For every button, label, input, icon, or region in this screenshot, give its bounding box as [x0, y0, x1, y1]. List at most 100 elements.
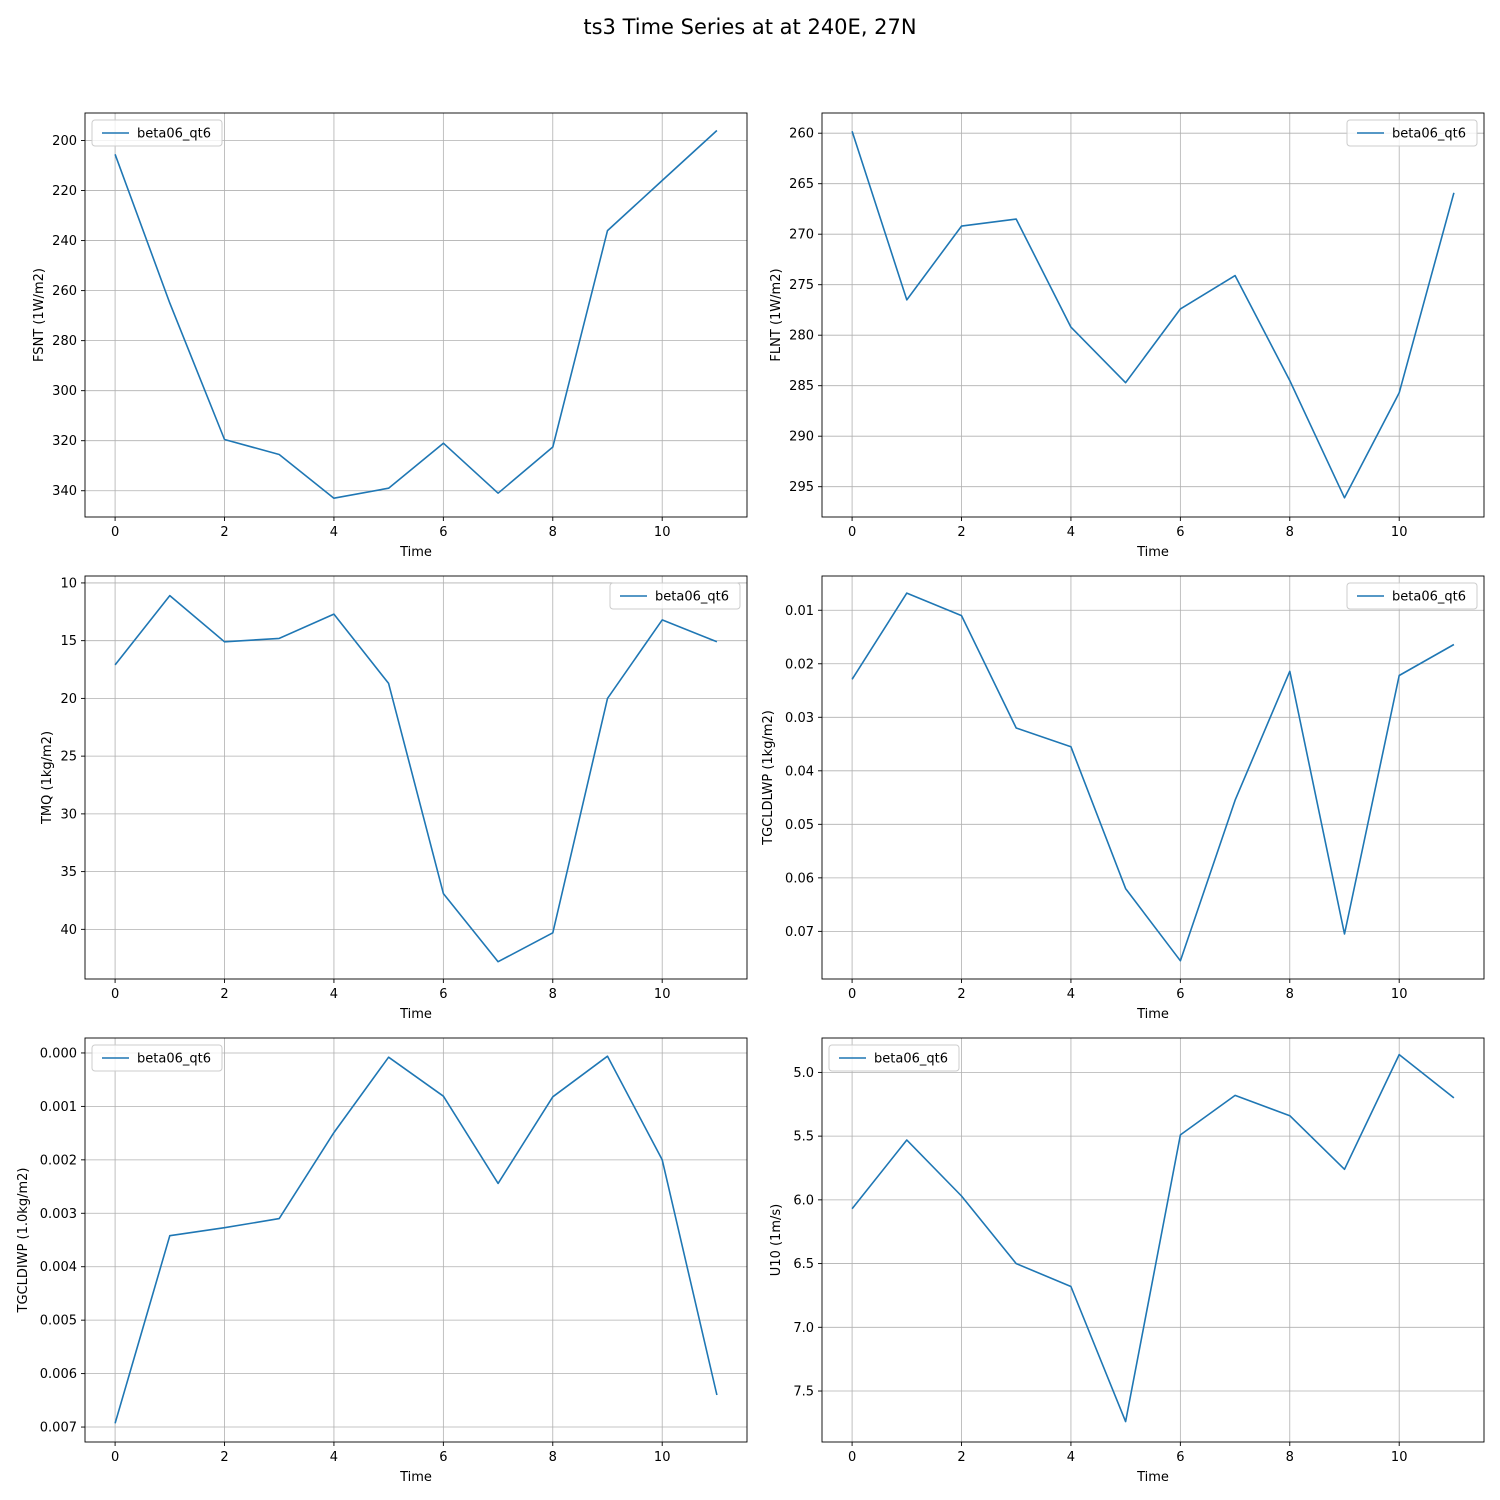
- subplot-4: 0 2 4 6 8 10 0.01 0.02 0.03 0.04 0.05 0.06 0.07 Time T…: [761, 575, 1485, 1022]
- x-tick-label: 10: [654, 987, 671, 1002]
- y-tick-label: 240: [52, 234, 77, 249]
- x-tick-label: 6: [1176, 525, 1184, 540]
- x-axis-label: Time: [1136, 545, 1169, 560]
- legend-box: [91, 1044, 223, 1072]
- series-line: [114, 1055, 718, 1424]
- y-tick-label: 20: [60, 692, 77, 707]
- legend-label: beta06_qt6: [1392, 590, 1466, 605]
- y-tick-label: 25: [60, 750, 77, 765]
- y-tick-label: 260: [789, 127, 814, 142]
- y-axis-label: TMQ (1kg/m2): [40, 731, 55, 825]
- legend: beta06_qt6: [609, 582, 741, 610]
- subplot-2: 0 2 4 6 8 10 260 265 270 275 280 285 290 295 Time FLNT …: [769, 112, 1485, 560]
- y-tick-label: 10: [60, 576, 77, 591]
- legend-label: beta06_qt6: [874, 1052, 948, 1067]
- x-tick-label: 10: [654, 525, 671, 540]
- x-tick-label: 8: [549, 1450, 557, 1465]
- y-tick-label: 280: [52, 334, 77, 349]
- legend-label: beta06_qt6: [655, 590, 729, 605]
- y-tick-label: 30: [60, 807, 77, 822]
- y-tick-label: 295: [789, 480, 814, 495]
- y-tick-label: 220: [52, 184, 77, 199]
- x-tick-label: 8: [549, 525, 557, 540]
- y-tick-label: 340: [52, 484, 77, 499]
- x-tick-label: 2: [220, 525, 228, 540]
- x-axis-label: Time: [399, 545, 432, 560]
- axes-frame: [821, 1037, 1485, 1443]
- legend: beta06_qt6: [828, 1044, 960, 1072]
- legend-box: [1346, 119, 1478, 147]
- y-tick-label: 0.003: [40, 1207, 77, 1222]
- x-tick-label: 0: [111, 1450, 119, 1465]
- subplot-1: 0 2 4 6 8 10 200 220 240 260 280 300 320 340 Time FSNT …: [32, 112, 748, 560]
- x-tick-label: 8: [549, 987, 557, 1002]
- y-tick-label: 0.06: [785, 871, 814, 886]
- x-tick-label: 4: [1067, 1450, 1075, 1465]
- y-tick-label: 0.02: [785, 657, 814, 672]
- x-tick-label: 6: [439, 525, 447, 540]
- x-tick-label: 4: [330, 987, 338, 1002]
- x-tick-label: 6: [439, 987, 447, 1002]
- x-tick-label: 10: [1391, 1450, 1408, 1465]
- y-tick-label: 0.001: [40, 1100, 77, 1115]
- legend-box: [609, 582, 741, 610]
- x-tick-label: 6: [1176, 987, 1184, 1002]
- y-tick-label: 0.006: [40, 1367, 77, 1382]
- x-axis-label: Time: [1136, 1007, 1169, 1022]
- y-tick-label: 6.5: [793, 1257, 814, 1272]
- figure-title: ts3 Time Series at at 240E, 27N: [583, 15, 917, 39]
- x-tick-label: 0: [111, 525, 119, 540]
- legend: beta06_qt6: [1346, 119, 1478, 147]
- y-tick-label: 0.05: [785, 818, 814, 833]
- y-tick-label: 5.5: [793, 1130, 814, 1145]
- y-tick-label: 7.5: [793, 1385, 814, 1400]
- x-tick-label: 4: [1067, 987, 1075, 1002]
- x-axis-label: Time: [1136, 1470, 1169, 1485]
- legend-box: [91, 119, 223, 147]
- y-tick-label: 0.03: [785, 711, 814, 726]
- axes-frame: [821, 575, 1485, 980]
- y-tick-label: 0.000: [40, 1046, 77, 1061]
- x-tick-label: 8: [1286, 525, 1294, 540]
- series-line: [114, 594, 718, 963]
- x-tick-label: 2: [220, 987, 228, 1002]
- x-tick-label: 10: [1391, 525, 1408, 540]
- y-tick-label: 300: [52, 384, 77, 399]
- x-axis-label: Time: [399, 1007, 432, 1022]
- x-tick-label: 2: [957, 1450, 965, 1465]
- y-axis-label: U10 (1m/s): [769, 1204, 784, 1276]
- y-tick-label: 0.04: [785, 764, 814, 779]
- y-tick-label: 0.01: [785, 604, 814, 619]
- axes-frame: [84, 575, 748, 980]
- y-axis-label: TGCLDLWP (1kg/m2): [761, 710, 776, 846]
- y-tick-label: 0.07: [785, 925, 814, 940]
- axes-frame: [821, 112, 1485, 518]
- x-tick-label: 2: [220, 1450, 228, 1465]
- x-tick-label: 10: [654, 1450, 671, 1465]
- axes-frame: [84, 1037, 748, 1443]
- x-tick-label: 2: [957, 525, 965, 540]
- x-tick-label: 6: [1176, 1450, 1184, 1465]
- y-tick-label: 40: [60, 923, 77, 938]
- legend-label: beta06_qt6: [137, 127, 211, 142]
- y-tick-label: 35: [60, 865, 77, 880]
- x-tick-label: 0: [848, 525, 856, 540]
- legend-label: beta06_qt6: [1392, 127, 1466, 142]
- legend: beta06_qt6: [91, 1044, 223, 1072]
- x-tick-label: 10: [1391, 987, 1408, 1002]
- y-tick-label: 5.0: [793, 1066, 814, 1081]
- y-tick-label: 15: [60, 634, 77, 649]
- legend-box: [1346, 582, 1478, 610]
- x-axis-label: Time: [399, 1470, 432, 1485]
- y-axis-label: FLNT (1W/m2): [769, 268, 784, 361]
- legend: beta06_qt6: [1346, 582, 1478, 610]
- y-tick-label: 285: [789, 379, 814, 394]
- x-tick-label: 0: [848, 1450, 856, 1465]
- x-tick-label: 0: [848, 987, 856, 1002]
- legend-box: [828, 1044, 960, 1072]
- y-tick-label: 0.005: [40, 1314, 77, 1329]
- y-axis-label: TGCLDIWP (1.0kg/m2): [16, 1168, 31, 1314]
- x-tick-label: 4: [330, 1450, 338, 1465]
- y-tick-label: 0.007: [40, 1421, 77, 1436]
